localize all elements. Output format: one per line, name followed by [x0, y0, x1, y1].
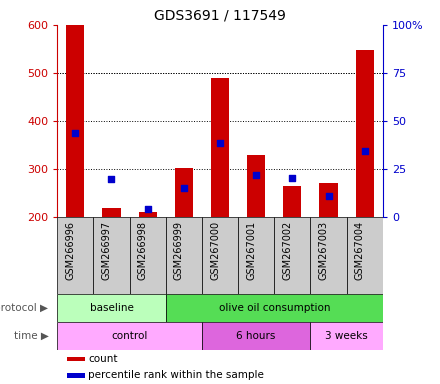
Text: GSM266996: GSM266996 — [65, 221, 75, 280]
Bar — [103, 208, 121, 217]
Text: GSM267004: GSM267004 — [355, 221, 365, 280]
Bar — [166, 294, 383, 322]
Text: GSM266999: GSM266999 — [174, 221, 184, 280]
Bar — [129, 217, 166, 294]
Text: GSM267002: GSM267002 — [282, 221, 292, 280]
Text: control: control — [111, 331, 148, 341]
Bar — [139, 212, 157, 217]
Bar — [347, 217, 383, 294]
Bar — [274, 217, 311, 294]
Bar — [57, 217, 93, 294]
Bar — [238, 217, 274, 294]
Bar — [311, 217, 347, 294]
Title: GDS3691 / 117549: GDS3691 / 117549 — [154, 8, 286, 22]
Point — [289, 175, 296, 181]
Bar — [67, 373, 84, 377]
Bar — [202, 217, 238, 294]
Text: count: count — [88, 354, 118, 364]
Bar — [57, 322, 202, 350]
Text: 3 weeks: 3 weeks — [325, 331, 368, 341]
Bar — [319, 183, 337, 217]
Bar — [93, 217, 129, 294]
Bar — [283, 186, 301, 217]
Point — [361, 148, 368, 154]
Bar — [311, 322, 383, 350]
Text: GSM267001: GSM267001 — [246, 221, 256, 280]
Text: GSM267003: GSM267003 — [319, 221, 329, 280]
Text: time ▶: time ▶ — [14, 331, 48, 341]
Point — [180, 185, 187, 192]
Text: protocol ▶: protocol ▶ — [0, 303, 48, 313]
Point — [253, 172, 260, 179]
Bar — [247, 155, 265, 217]
Text: percentile rank within the sample: percentile rank within the sample — [88, 371, 264, 381]
Text: olive oil consumption: olive oil consumption — [219, 303, 330, 313]
Point — [72, 130, 79, 136]
Text: GSM266998: GSM266998 — [138, 221, 148, 280]
Bar — [211, 78, 229, 217]
Point — [108, 176, 115, 182]
Bar — [356, 50, 374, 217]
Bar — [166, 217, 202, 294]
Bar — [202, 322, 311, 350]
Bar — [175, 168, 193, 217]
Text: GSM267000: GSM267000 — [210, 221, 220, 280]
Text: GSM266997: GSM266997 — [102, 221, 111, 280]
Text: baseline: baseline — [89, 303, 133, 313]
Text: 6 hours: 6 hours — [236, 331, 276, 341]
Bar — [66, 25, 84, 217]
Point — [325, 193, 332, 199]
Point — [144, 205, 151, 212]
Bar — [67, 358, 84, 361]
Point — [216, 140, 224, 146]
Bar — [57, 294, 166, 322]
